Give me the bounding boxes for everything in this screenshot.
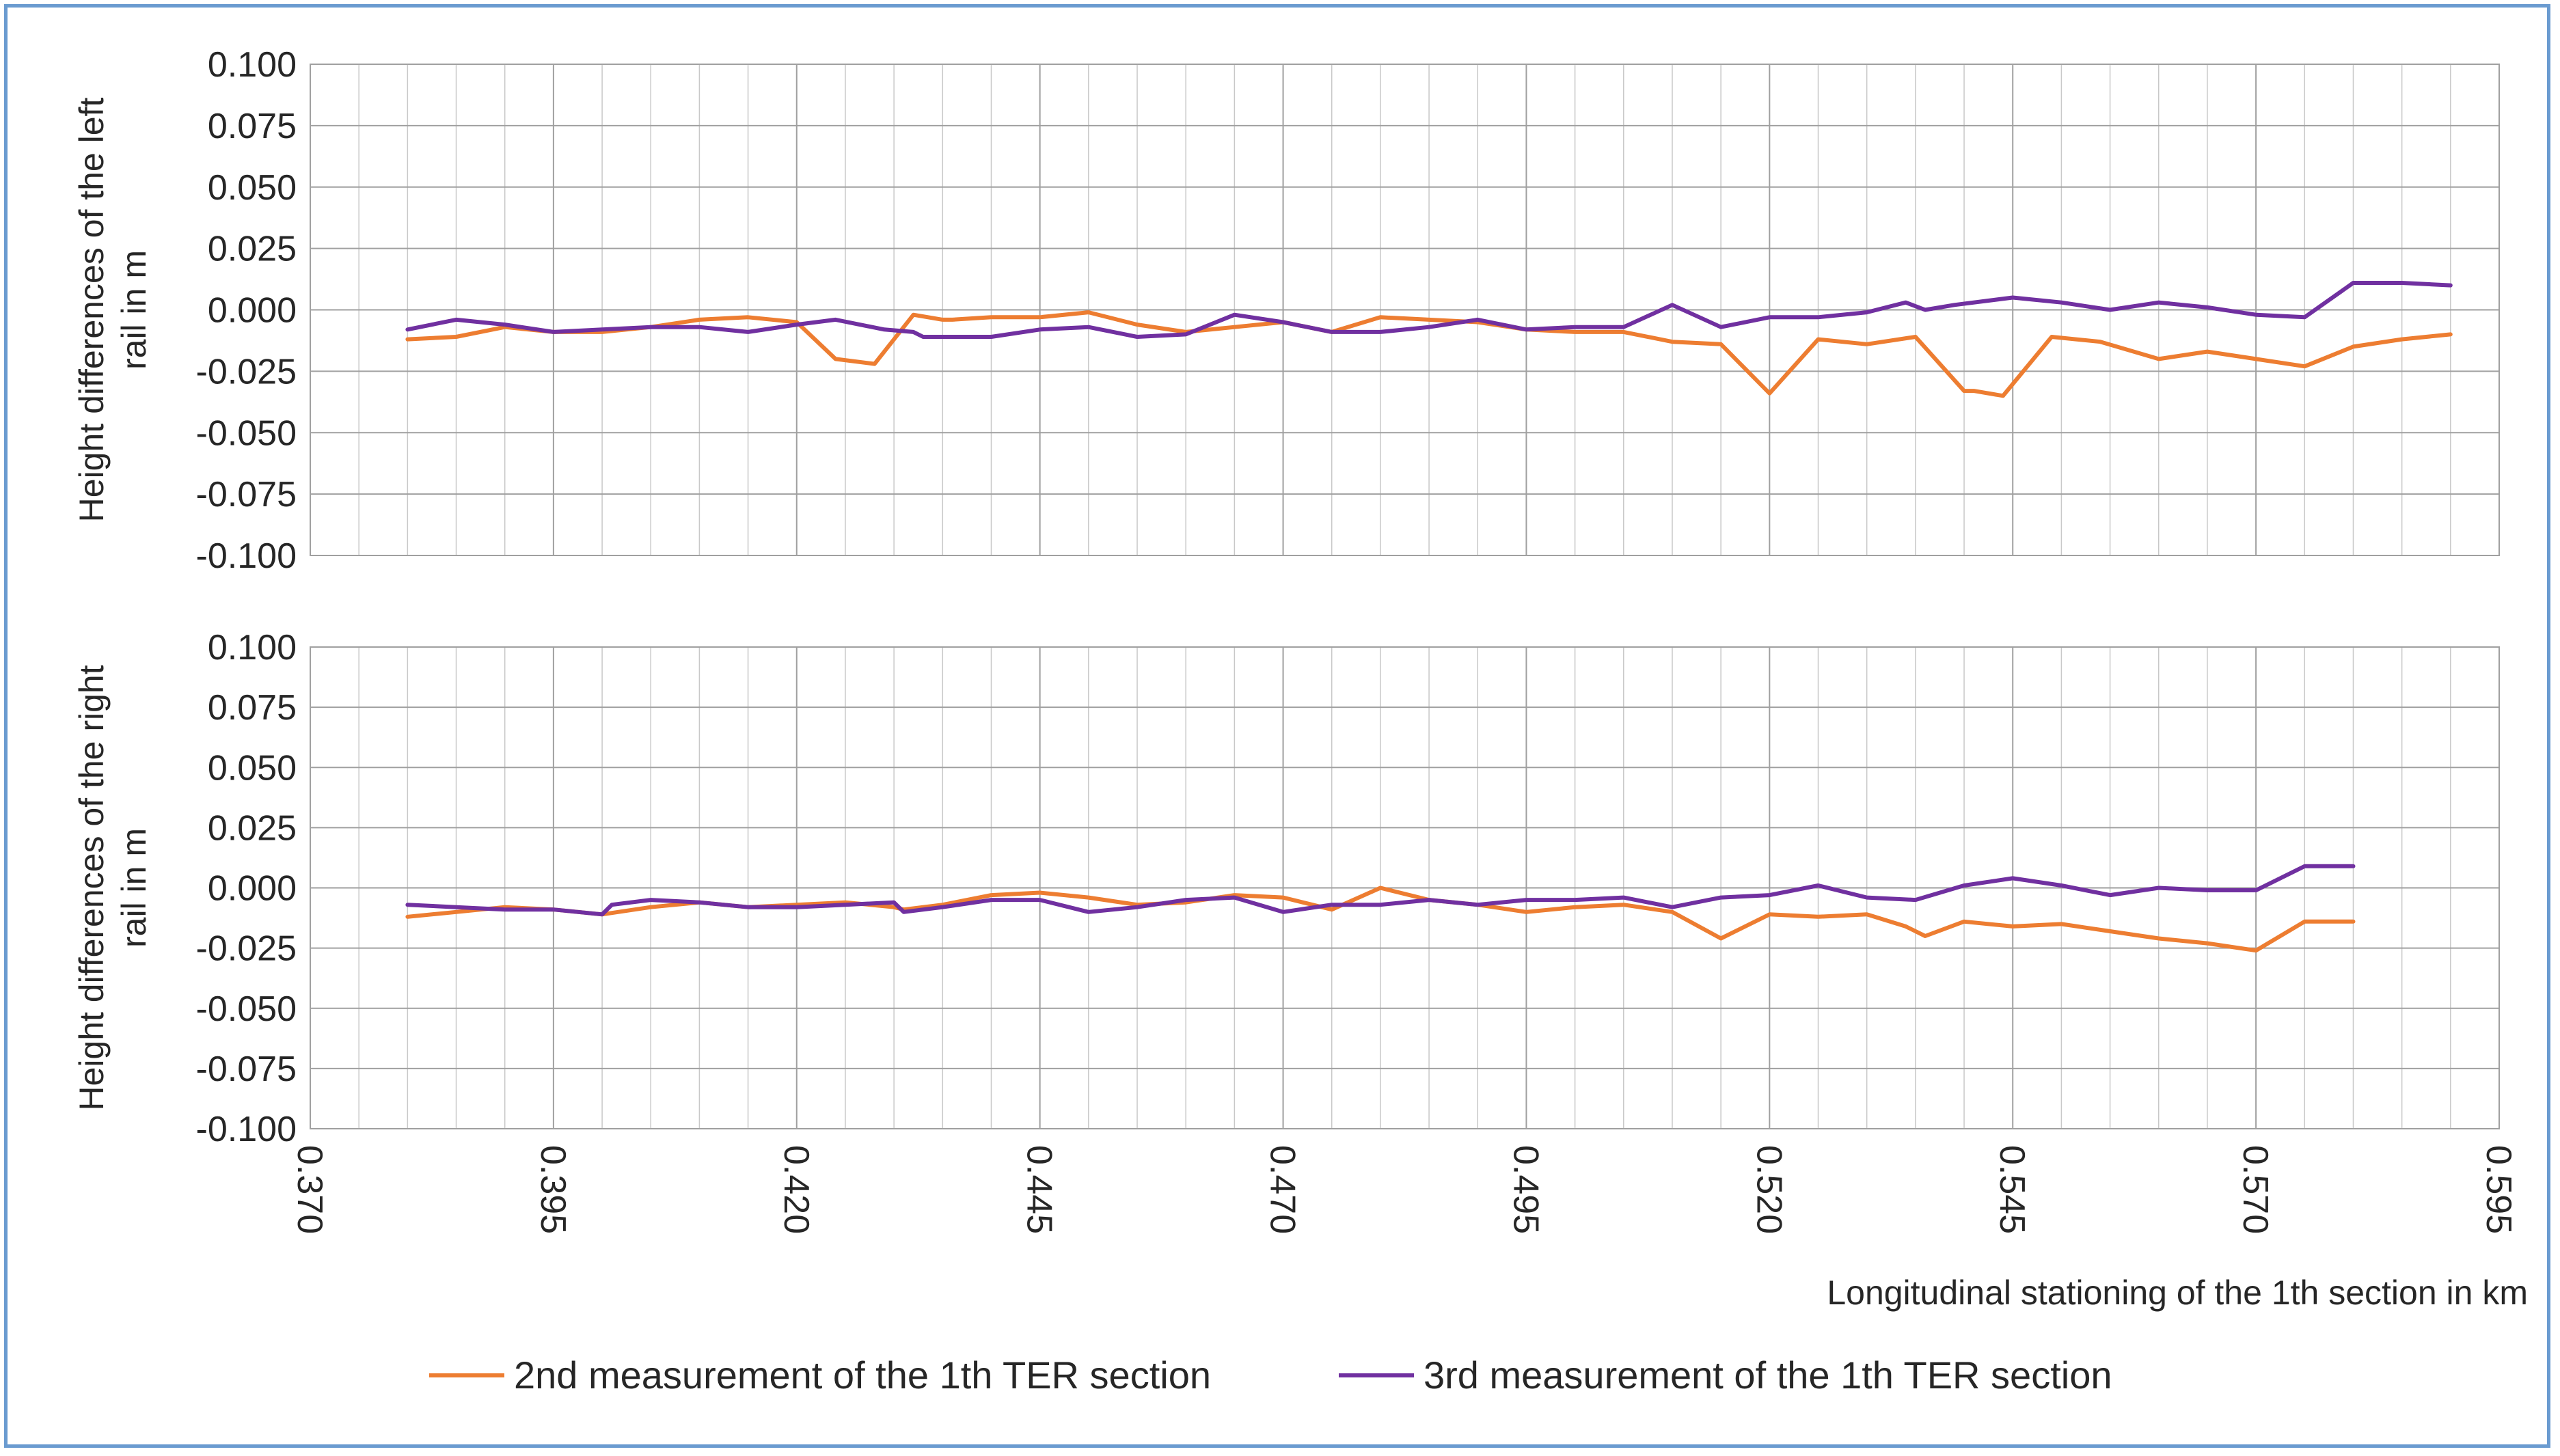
x-tick-label: 0.470 bbox=[1263, 1145, 1303, 1234]
chart-frame: 0.100 0.075 0.050 0.025 0.000 -0.025 -0.050 -0.… bbox=[4, 4, 2550, 1448]
legend-label-series3: 3rd measurement of the 1th TER section bbox=[1424, 1354, 2112, 1397]
x-axis-title: Longitudinal stationing of the 1th secti… bbox=[1827, 1274, 2528, 1312]
y-tick-label: -0.025 bbox=[196, 352, 297, 392]
y-tick-label: 0.000 bbox=[208, 291, 297, 331]
x-tick-label: 0.495 bbox=[1506, 1145, 1545, 1234]
y-tick-label: -0.025 bbox=[196, 929, 297, 969]
series-line-measurement-2 bbox=[405, 310, 2453, 398]
y-tick-label: 0.100 bbox=[208, 45, 297, 85]
plot-area bbox=[310, 64, 2500, 556]
plot-area bbox=[310, 646, 2500, 1129]
legend-label-series2: 2nd measurement of the 1th TER section bbox=[514, 1354, 1211, 1397]
y-tick-label: 0.075 bbox=[208, 107, 297, 146]
x-tick-label: 0.595 bbox=[2479, 1145, 2518, 1234]
y-tick-label: -0.100 bbox=[196, 1110, 297, 1149]
y-axis-title-line: rail in m bbox=[115, 828, 153, 948]
legend: 2nd measurement of the 1th TER section 3… bbox=[429, 1354, 2112, 1397]
y-tick-label: -0.100 bbox=[196, 536, 297, 576]
legend-item-series3: 3rd measurement of the 1th TER section bbox=[1339, 1354, 2112, 1397]
series-line-measurement-3 bbox=[405, 281, 2453, 339]
y-tick-label: 0.050 bbox=[208, 748, 297, 788]
y-axis-title-line: Height differences of the right bbox=[72, 665, 111, 1110]
y-tick-label: -0.050 bbox=[196, 413, 297, 453]
y-tick-label: 0.025 bbox=[208, 808, 297, 848]
y-axis-title-line: rail in m bbox=[115, 250, 153, 370]
y-tick-label: -0.075 bbox=[196, 475, 297, 514]
x-tick-label: 0.445 bbox=[1020, 1145, 1059, 1234]
y-tick-label: 0.100 bbox=[208, 628, 297, 668]
x-tick-label: 0.520 bbox=[1749, 1145, 1788, 1234]
legend-item-series2: 2nd measurement of the 1th TER section bbox=[429, 1354, 1211, 1397]
chart-panel-right-rail: 0.100 0.075 0.050 0.025 0.000 -0.025 -0.050 -0.… bbox=[72, 628, 2518, 1234]
y-tick-label: 0.000 bbox=[208, 869, 297, 909]
chart: 0.100 0.075 0.050 0.025 0.000 -0.025 -0.050 -0.… bbox=[72, 45, 2528, 1397]
y-tick-label: -0.050 bbox=[196, 989, 297, 1029]
chart-panel-left-rail: 0.100 0.075 0.050 0.025 0.000 -0.025 -0.050 -0.… bbox=[72, 45, 2500, 576]
y-tick-label: 0.025 bbox=[208, 230, 297, 269]
x-tick-label: 0.370 bbox=[290, 1145, 329, 1234]
y-tick-label: -0.075 bbox=[196, 1049, 297, 1089]
series-line-measurement-3 bbox=[405, 864, 2356, 917]
x-tick-label: 0.545 bbox=[1992, 1145, 2032, 1234]
x-tick-label: 0.395 bbox=[533, 1145, 573, 1234]
x-tick-label: 0.420 bbox=[776, 1145, 816, 1234]
y-tick-label: 0.075 bbox=[208, 688, 297, 728]
y-axis-title-line: Height differences of the left bbox=[72, 98, 111, 523]
y-tick-label: 0.050 bbox=[208, 168, 297, 208]
x-tick-label: 0.570 bbox=[2235, 1145, 2275, 1234]
